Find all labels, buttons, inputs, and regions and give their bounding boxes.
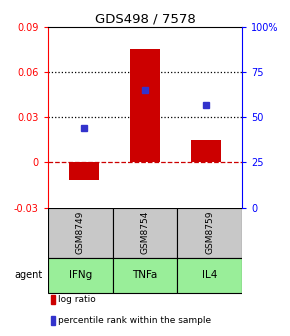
Text: GSM8749: GSM8749 — [76, 211, 85, 254]
Bar — [177, 208, 242, 258]
Bar — [51, 295, 55, 304]
Bar — [48, 258, 113, 293]
Bar — [69, 162, 99, 180]
Bar — [113, 258, 177, 293]
Text: log ratio: log ratio — [58, 295, 95, 304]
Bar — [177, 258, 242, 293]
Bar — [51, 317, 55, 325]
Text: GSM8759: GSM8759 — [205, 211, 214, 254]
Text: GSM8754: GSM8754 — [140, 211, 150, 254]
Bar — [130, 49, 160, 162]
Bar — [48, 208, 113, 258]
Bar — [191, 140, 221, 162]
Text: IL4: IL4 — [202, 270, 218, 280]
Text: IFNg: IFNg — [69, 270, 92, 280]
Text: percentile rank within the sample: percentile rank within the sample — [58, 316, 211, 325]
Bar — [113, 208, 177, 258]
Text: agent: agent — [14, 270, 43, 280]
Text: TNFa: TNFa — [132, 270, 158, 280]
Title: GDS498 / 7578: GDS498 / 7578 — [95, 13, 195, 26]
